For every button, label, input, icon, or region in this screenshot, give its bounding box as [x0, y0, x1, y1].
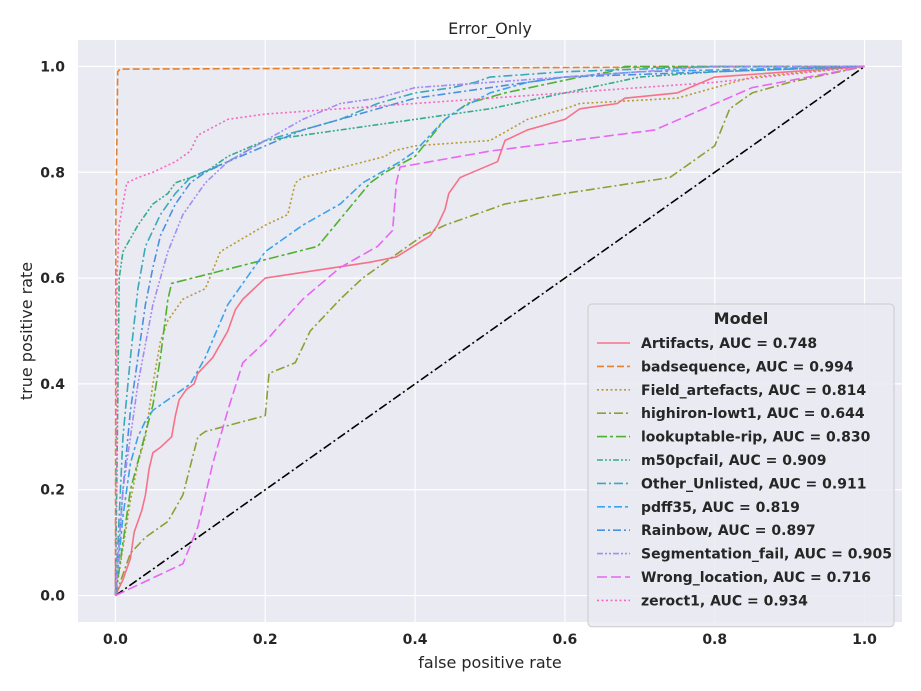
roc-series-line-7 [114, 65, 865, 596]
legend-entry: highiron-lowt1, AUC = 0.644 [641, 406, 865, 422]
x-tick-label: 0.8 [702, 632, 727, 648]
x-tick-label: 0.2 [253, 632, 278, 648]
roc-series-line-0 [114, 65, 865, 596]
chart-title: Error_Only [448, 19, 532, 39]
legend-entry: Rainbow, AUC = 0.897 [641, 523, 816, 539]
legend-entry: Field_artefacts, AUC = 0.814 [641, 383, 866, 399]
legend-title: Model [714, 309, 769, 328]
legend-entry: lookuptable-rip, AUC = 0.830 [641, 430, 871, 446]
y-tick-label: 0.8 [40, 165, 65, 181]
tick-labels: 0.0 0.2 0.4 0.6 0.8 1.0 0.0 0.2 0.4 0.6 0.8 1.0 [40, 59, 877, 648]
legend-entry: pdff35, AUC = 0.819 [641, 500, 800, 516]
legend-entry: Artifacts, AUC = 0.748 [641, 336, 817, 352]
x-axis-label: false positive rate [418, 653, 562, 672]
roc-series-line-1 [114, 65, 865, 596]
x-tick-label: 0.6 [553, 632, 578, 648]
legend: Model Artifacts, AUC = 0.748 badsequence, … [587, 303, 895, 628]
y-tick-label: 0.0 [40, 589, 65, 605]
legend-box [587, 303, 895, 628]
y-tick-label: 0.2 [40, 483, 65, 499]
series-layer [114, 65, 866, 597]
y-tick-label: 0.4 [40, 377, 65, 393]
y-tick-label: 1.0 [40, 59, 65, 75]
x-tick-label: 1.0 [852, 632, 877, 648]
y-tick-label: 0.6 [40, 271, 65, 287]
x-tick-label: 0.4 [403, 632, 428, 648]
roc-series-line-2 [114, 65, 865, 596]
legend-entry: zeroct1, AUC = 0.934 [641, 593, 808, 609]
roc-series-line-8 [114, 65, 865, 596]
y-axis-label: true positive rate [17, 262, 36, 400]
roc-series-line-9 [114, 65, 865, 596]
legend-entry: m50pcfail, AUC = 0.909 [641, 453, 827, 469]
legend-entry: Segmentation_fail, AUC = 0.905 [641, 547, 892, 563]
roc-series-line-11 [114, 65, 865, 596]
roc-series-line-3 [114, 65, 865, 596]
legend-entry: badsequence, AUC = 0.994 [641, 359, 854, 375]
legend-entry: Other_Unlisted, AUC = 0.911 [641, 476, 866, 492]
roc-series-line-5 [114, 65, 865, 596]
roc-series-line-6 [114, 65, 865, 596]
roc-series-line-10 [115, 65, 865, 597]
x-tick-label: 0.0 [103, 632, 128, 648]
legend-entry: Wrong_location, AUC = 0.716 [641, 570, 871, 586]
grid-lines [78, 40, 902, 622]
